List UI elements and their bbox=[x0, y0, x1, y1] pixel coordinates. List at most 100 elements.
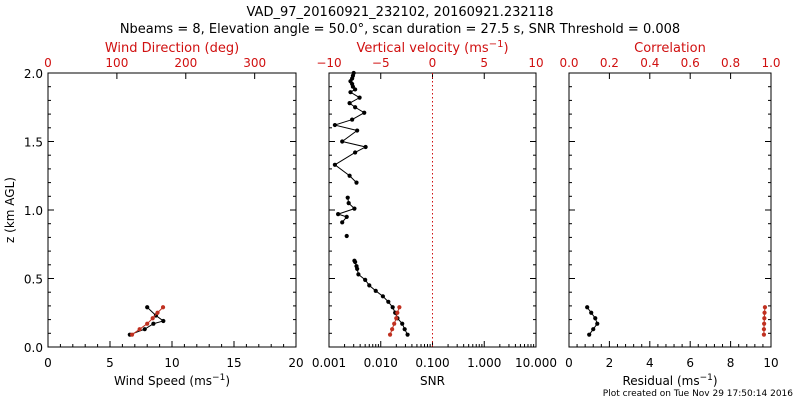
x-top-tick-label: 0.8 bbox=[721, 56, 740, 70]
data-point bbox=[762, 305, 768, 310]
data-point bbox=[160, 305, 166, 310]
y-axis-label: z (km AGL) bbox=[3, 177, 17, 243]
x-tick-label: 1.000 bbox=[467, 356, 501, 370]
x-axis-label: SNR bbox=[420, 374, 445, 388]
data-point bbox=[392, 321, 397, 326]
data-point bbox=[762, 316, 767, 321]
data-point bbox=[352, 258, 357, 263]
data-point bbox=[394, 316, 399, 321]
data-point bbox=[346, 201, 351, 206]
x-top-tick-label: 0.6 bbox=[681, 56, 700, 70]
series-line bbox=[353, 260, 409, 335]
data-point bbox=[363, 144, 368, 150]
data-point bbox=[380, 294, 385, 299]
data-point bbox=[762, 310, 767, 315]
x-top-tick-label: 1.0 bbox=[761, 56, 780, 70]
data-point bbox=[363, 277, 368, 282]
data-point bbox=[353, 150, 358, 155]
data-point bbox=[350, 117, 355, 122]
x-tick-label: 10.000 bbox=[515, 356, 557, 370]
data-point bbox=[593, 316, 598, 321]
x-tick-label: 4 bbox=[646, 356, 654, 370]
data-point bbox=[145, 321, 150, 326]
data-point bbox=[332, 122, 337, 128]
y-tick-label: 1.5 bbox=[24, 136, 43, 150]
x-tick-label: 10 bbox=[164, 356, 179, 370]
panel-vertical-velocity-snr: 0.001 0.010 0.100 1.000 10.000 −10 −5 0 5 10 SNR Ve… bbox=[312, 39, 557, 388]
data-point bbox=[386, 299, 391, 304]
data-point bbox=[395, 310, 400, 315]
series-line bbox=[333, 72, 368, 183]
data-point bbox=[354, 180, 359, 185]
data-point bbox=[591, 327, 596, 332]
data-point bbox=[587, 332, 592, 337]
data-point bbox=[340, 220, 345, 225]
data-point bbox=[387, 332, 393, 337]
x-tick-label: 0.100 bbox=[415, 356, 449, 370]
data-point bbox=[367, 283, 372, 288]
x-top-tick-label: 5 bbox=[480, 56, 488, 70]
x-axis-label: Residual (ms−1) bbox=[622, 373, 717, 388]
y-tick-label: 1.0 bbox=[24, 204, 43, 218]
data-point bbox=[390, 327, 395, 332]
data-point bbox=[336, 212, 341, 217]
data-point bbox=[161, 318, 166, 324]
series-bottom bbox=[332, 70, 410, 337]
data-point bbox=[340, 139, 345, 144]
x-top-tick-label: −5 bbox=[372, 56, 390, 70]
data-point bbox=[352, 206, 357, 211]
data-point bbox=[373, 288, 378, 293]
x-top-tick-label: 300 bbox=[243, 56, 266, 70]
figure-subtitle: Nbeams = 8, Elevation angle = 50.0°, sca… bbox=[120, 22, 680, 37]
data-point bbox=[151, 321, 156, 326]
data-point bbox=[347, 173, 352, 178]
series-top bbox=[129, 305, 166, 337]
x-top-tick-label: 100 bbox=[105, 56, 128, 70]
data-point bbox=[344, 233, 349, 239]
data-point bbox=[595, 321, 600, 326]
data-point bbox=[332, 162, 337, 167]
x-top-tick-label: 0 bbox=[44, 56, 52, 70]
x-tick-label: 0.010 bbox=[364, 356, 398, 370]
x-tick-label: 0.001 bbox=[312, 356, 346, 370]
data-point bbox=[402, 327, 407, 332]
x-top-tick-label: −10 bbox=[316, 56, 341, 70]
data-point bbox=[585, 305, 590, 310]
panel-correlation-residual: 0 2 4 6 8 10 0.0 0.2 0.4 0.6 0.8 1.0 Residual (ms−1)… bbox=[559, 41, 780, 388]
data-point bbox=[145, 305, 150, 310]
data-point bbox=[347, 101, 352, 106]
data-point bbox=[761, 327, 767, 332]
x-top-axis-label: Correlation bbox=[634, 41, 706, 56]
data-point bbox=[397, 305, 402, 310]
series-top bbox=[761, 305, 768, 337]
x-top-tick-label: 0 bbox=[429, 56, 437, 70]
data-point bbox=[155, 310, 160, 315]
series-bottom bbox=[127, 305, 166, 337]
data-point bbox=[351, 70, 356, 76]
data-point bbox=[355, 128, 360, 133]
figure-title: VAD_97_20160921_232102, 20160921.232118 bbox=[247, 5, 554, 20]
data-point bbox=[150, 316, 155, 321]
series-top bbox=[387, 305, 402, 337]
y-tick-label: 0.0 bbox=[24, 341, 43, 355]
series-bottom bbox=[585, 305, 600, 337]
x-tick-label: 8 bbox=[727, 356, 735, 370]
x-tick-label: 6 bbox=[686, 356, 694, 370]
data-point bbox=[356, 272, 361, 277]
data-point bbox=[129, 332, 135, 337]
plot-frame bbox=[568, 72, 772, 348]
x-axis-label: Wind Speed (ms−1) bbox=[114, 373, 230, 388]
y-tick-label: 2.0 bbox=[24, 67, 43, 81]
data-point bbox=[762, 321, 767, 326]
x-top-axis-label: Wind Direction (deg) bbox=[105, 41, 239, 56]
data-point bbox=[761, 332, 767, 337]
data-point bbox=[400, 321, 405, 326]
x-tick-label: 10 bbox=[763, 356, 778, 370]
data-point bbox=[344, 214, 349, 219]
x-tick-label: 2 bbox=[606, 356, 614, 370]
x-tick-label: 15 bbox=[226, 356, 241, 370]
x-tick-label: 20 bbox=[288, 356, 303, 370]
